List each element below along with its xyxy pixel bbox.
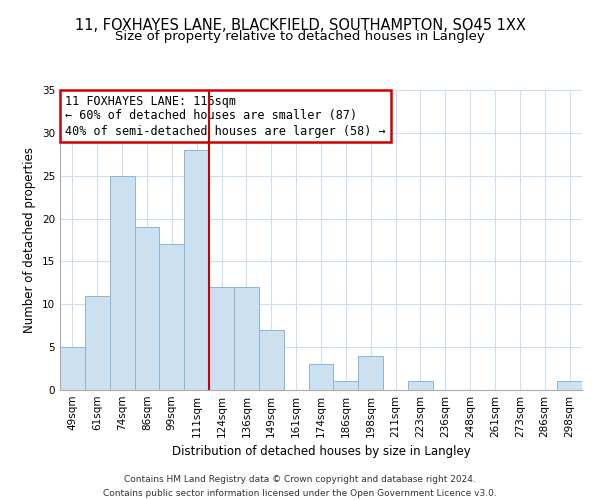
Bar — [160, 244, 184, 390]
Bar — [60, 347, 85, 390]
Bar — [134, 227, 160, 390]
Bar — [334, 382, 358, 390]
Bar — [184, 150, 209, 390]
Text: Contains HM Land Registry data © Crown copyright and database right 2024.
Contai: Contains HM Land Registry data © Crown c… — [103, 476, 497, 498]
Y-axis label: Number of detached properties: Number of detached properties — [23, 147, 37, 333]
Text: 11, FOXHAYES LANE, BLACKFIELD, SOUTHAMPTON, SO45 1XX: 11, FOXHAYES LANE, BLACKFIELD, SOUTHAMPT… — [74, 18, 526, 32]
Bar — [209, 287, 234, 390]
Bar — [358, 356, 383, 390]
Bar — [259, 330, 284, 390]
Bar — [234, 287, 259, 390]
Bar — [85, 296, 110, 390]
X-axis label: Distribution of detached houses by size in Langley: Distribution of detached houses by size … — [172, 446, 470, 458]
Text: 11 FOXHAYES LANE: 116sqm
← 60% of detached houses are smaller (87)
40% of semi-d: 11 FOXHAYES LANE: 116sqm ← 60% of detach… — [65, 94, 386, 138]
Bar — [308, 364, 334, 390]
Bar — [557, 382, 582, 390]
Text: Size of property relative to detached houses in Langley: Size of property relative to detached ho… — [115, 30, 485, 43]
Bar — [408, 382, 433, 390]
Bar — [110, 176, 134, 390]
